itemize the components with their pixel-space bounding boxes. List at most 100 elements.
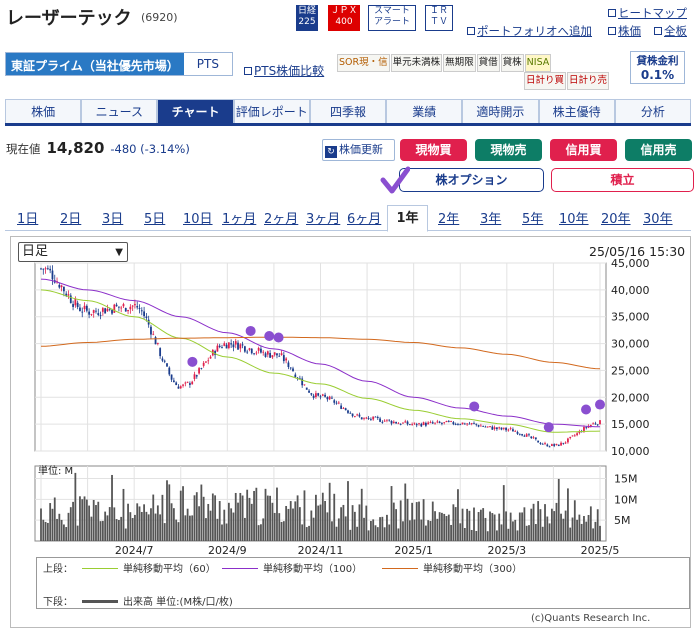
period-30y[interactable]: 30年 bbox=[643, 212, 673, 227]
price-line: 現在値 14,820 -480 (-3.14%) bbox=[6, 139, 190, 157]
period-5y[interactable]: 5年 bbox=[522, 212, 544, 227]
candle-body bbox=[218, 345, 221, 348]
ma60-line bbox=[40, 289, 601, 433]
market-pts[interactable]: PTS bbox=[196, 57, 219, 71]
candle-body bbox=[108, 308, 111, 310]
buy-cash-button[interactable]: 現物買 bbox=[400, 139, 467, 161]
period-20y[interactable]: 20年 bbox=[601, 212, 631, 227]
volume-bar bbox=[117, 519, 120, 541]
period-2m[interactable]: 2ヶ月 bbox=[264, 212, 299, 227]
candle-body bbox=[429, 422, 432, 423]
lending-fee-box[interactable]: 貸株金利 0.1% bbox=[630, 51, 685, 84]
volume-bar bbox=[214, 495, 217, 541]
candle-body bbox=[585, 427, 588, 429]
price-label: 現在値 bbox=[6, 142, 41, 156]
checkmark-icon bbox=[380, 166, 410, 194]
volume-bar bbox=[211, 493, 214, 541]
volume-bar bbox=[342, 504, 345, 541]
tab-news[interactable]: ニュース bbox=[81, 99, 158, 123]
x-tick-label: 2024/11 bbox=[298, 544, 344, 557]
volume-bar bbox=[74, 472, 77, 541]
tab-benefits[interactable]: 株主優待 bbox=[538, 99, 615, 123]
volume-bar bbox=[308, 525, 310, 541]
y-tick-label: 15,000 bbox=[611, 418, 650, 431]
tab-chart[interactable]: チャート bbox=[157, 99, 234, 123]
legend-ma100: 単純移動平均（100） bbox=[217, 560, 362, 575]
candle-body bbox=[161, 358, 164, 361]
candle-body bbox=[237, 342, 239, 350]
market-primary[interactable]: 東証プライム（当社優先市場） bbox=[6, 53, 184, 75]
stock-price-link[interactable]: 株価 bbox=[608, 23, 641, 39]
sell-cash-button[interactable]: 現物売 bbox=[475, 139, 542, 161]
sell-margin-button[interactable]: 信用売 bbox=[625, 139, 692, 161]
period-1y[interactable]: 1年 bbox=[387, 205, 428, 232]
period-1m[interactable]: 1ヶ月 bbox=[222, 212, 257, 227]
badge-text: 日経 bbox=[297, 6, 316, 16]
volume-bar bbox=[255, 487, 258, 541]
period-6m[interactable]: 6ヶ月 bbox=[347, 212, 382, 227]
volume-bar bbox=[388, 524, 391, 541]
badge-text: アラート bbox=[373, 17, 410, 27]
volume-bar bbox=[170, 503, 173, 541]
smart-alert-badge[interactable]: スマート アラート bbox=[368, 5, 416, 31]
badge-text: 225 bbox=[298, 17, 316, 27]
period-3y[interactable]: 3年 bbox=[480, 212, 502, 227]
candle-body bbox=[415, 424, 418, 426]
legend-label: 単純移動平均（60） bbox=[123, 564, 216, 575]
period-2d[interactable]: 2日 bbox=[60, 212, 82, 227]
candle-body bbox=[427, 422, 430, 425]
link-label: 全板 bbox=[664, 24, 687, 38]
candle-body bbox=[292, 368, 294, 372]
volume-bar bbox=[434, 511, 436, 541]
period-10d[interactable]: 10日 bbox=[183, 212, 213, 227]
tsumitate-button[interactable]: 積立 bbox=[551, 168, 694, 192]
tab-report[interactable]: 評価レポート bbox=[233, 99, 310, 123]
period-5d[interactable]: 5日 bbox=[144, 212, 166, 227]
nikkei225-badge[interactable]: 日経 225 bbox=[296, 5, 318, 31]
tab-analysis[interactable]: 分析 bbox=[614, 99, 691, 123]
portfolio-add-link[interactable]: ポートフォリオへ追加 bbox=[467, 23, 592, 39]
period-tabs: 1日 2日 3日 5日 10日 1ヶ月 2ヶ月 3ヶ月 6ヶ月 1年 2年 3年… bbox=[5, 205, 691, 232]
candle-body bbox=[562, 442, 565, 444]
volume-bar bbox=[51, 508, 54, 541]
buy-margin-button[interactable]: 信用買 bbox=[550, 139, 617, 161]
tab-disclosure[interactable]: 適時開示 bbox=[462, 99, 539, 123]
candle-body bbox=[150, 326, 152, 335]
volume-bar bbox=[44, 521, 47, 541]
board-link[interactable]: 全板 bbox=[654, 23, 687, 39]
company-name: レーザーテック bbox=[6, 8, 132, 29]
jpx400-badge[interactable]: ＪＰＸ 400 bbox=[328, 5, 360, 31]
irtv-badge[interactable]: ＩＲ ＴＶ bbox=[425, 5, 453, 31]
volume-bar bbox=[227, 502, 230, 541]
candle-body bbox=[207, 360, 210, 362]
candle-body bbox=[512, 429, 514, 432]
heatmap-link[interactable]: ヒートマップ bbox=[608, 5, 687, 21]
volume-bar bbox=[315, 494, 317, 541]
chart-type-select[interactable]: 日足 ▼ bbox=[18, 242, 128, 262]
candle-body bbox=[285, 358, 288, 361]
pts-compare-link[interactable]: PTS株価比較 bbox=[244, 62, 324, 79]
event-marker bbox=[595, 399, 605, 410]
tab-price[interactable]: 株価 bbox=[5, 99, 82, 123]
candle-body bbox=[49, 268, 52, 271]
volume-bar bbox=[234, 492, 237, 541]
period-3m[interactable]: 3ヶ月 bbox=[306, 212, 341, 227]
volume-bar bbox=[443, 513, 446, 541]
candle-body bbox=[205, 361, 207, 363]
volume-bar bbox=[507, 528, 510, 541]
period-3d[interactable]: 3日 bbox=[102, 212, 124, 227]
event-marker bbox=[469, 401, 480, 412]
period-1d[interactable]: 1日 bbox=[17, 212, 39, 227]
tab-shikiho[interactable]: 四季報 bbox=[309, 99, 387, 123]
period-2y[interactable]: 2年 bbox=[438, 212, 460, 227]
refresh-button[interactable]: ↻ 株価更新 bbox=[322, 139, 395, 161]
volume-bar bbox=[376, 527, 379, 541]
volume-bar bbox=[40, 508, 42, 541]
candle-body bbox=[246, 351, 249, 353]
period-10y[interactable]: 10年 bbox=[559, 212, 589, 227]
volume-bar bbox=[363, 517, 365, 541]
volume-bar bbox=[466, 508, 469, 541]
tab-earnings[interactable]: 業績 bbox=[386, 99, 463, 123]
volume-bar bbox=[392, 502, 395, 541]
candle-body bbox=[282, 355, 285, 362]
